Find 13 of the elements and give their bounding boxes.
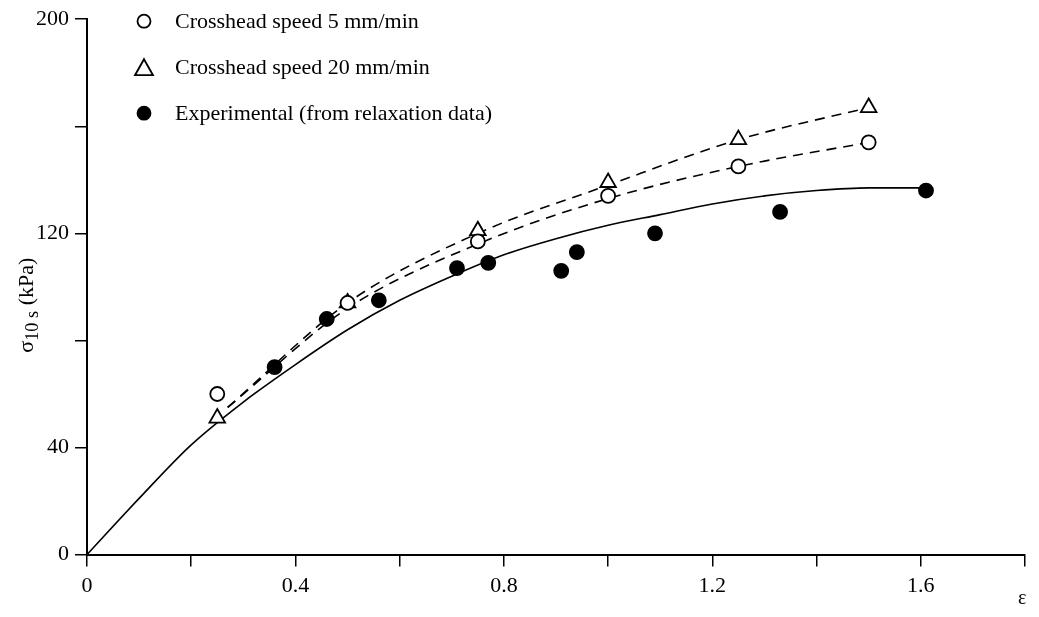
y-tick-label: 200 [36, 4, 69, 30]
x-tick-label: 1.6 [907, 571, 935, 597]
legend-label: Crosshead speed 20 mm/min [175, 53, 430, 79]
legend-label: Experimental (from relaxation data) [175, 99, 493, 125]
y-tick-label: 40 [47, 433, 69, 459]
legend-label: Crosshead speed 5 mm/min [175, 7, 419, 33]
x-axis-title: ε [1018, 586, 1027, 609]
x-tick-label: 0 [81, 571, 93, 597]
y-tick-label: 120 [36, 219, 69, 245]
x-tick-label: 0.4 [281, 571, 310, 597]
x-tick-label: 1.2 [698, 571, 727, 597]
y-tick-label: 0 [58, 540, 69, 566]
x-tick-label: 0.8 [490, 571, 518, 597]
